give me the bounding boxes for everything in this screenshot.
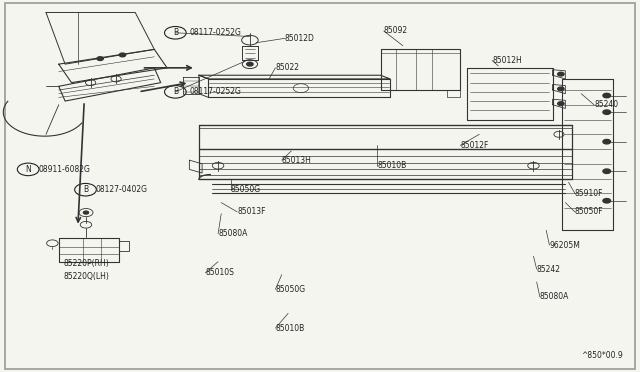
Text: 85910F: 85910F: [575, 189, 604, 198]
Text: 08117-0252G: 08117-0252G: [189, 28, 241, 37]
Text: 85013F: 85013F: [237, 207, 266, 217]
Text: B: B: [173, 87, 178, 96]
Text: 85010B: 85010B: [378, 161, 406, 170]
Circle shape: [557, 72, 564, 76]
Text: 85080A: 85080A: [540, 292, 569, 301]
Circle shape: [603, 169, 611, 173]
Text: 85050G: 85050G: [231, 185, 261, 194]
Circle shape: [83, 211, 88, 214]
Circle shape: [603, 93, 611, 98]
Text: N: N: [25, 165, 31, 174]
Text: 85012H: 85012H: [492, 56, 522, 65]
Circle shape: [119, 53, 125, 57]
Circle shape: [246, 62, 253, 66]
Text: B: B: [83, 185, 88, 194]
Circle shape: [557, 87, 564, 91]
Text: 85010S: 85010S: [205, 268, 234, 277]
Text: 08127-0402G: 08127-0402G: [96, 185, 148, 194]
Circle shape: [603, 199, 611, 203]
Text: 08117-0252G: 08117-0252G: [189, 87, 241, 96]
Text: 85010B: 85010B: [275, 324, 305, 333]
Text: ^850*00.9: ^850*00.9: [581, 350, 623, 359]
Text: 85050F: 85050F: [575, 207, 604, 217]
Text: 85022: 85022: [275, 63, 300, 72]
Circle shape: [603, 110, 611, 114]
Text: B: B: [173, 28, 178, 37]
Circle shape: [603, 140, 611, 144]
Text: 85092: 85092: [384, 26, 408, 35]
Circle shape: [557, 102, 564, 106]
Text: 96205M: 96205M: [549, 241, 580, 250]
Text: 85080A: 85080A: [218, 230, 248, 238]
Text: 85242: 85242: [537, 264, 561, 273]
Text: 85220Q(LH): 85220Q(LH): [64, 272, 109, 281]
Text: 85050G: 85050G: [275, 285, 305, 294]
Text: 85013H: 85013H: [282, 155, 312, 165]
Text: 85220P(RH): 85220P(RH): [64, 259, 109, 268]
Circle shape: [97, 57, 103, 61]
Text: 85012D: 85012D: [285, 34, 315, 43]
Text: 85240: 85240: [594, 100, 618, 109]
Text: 08911-6082G: 08911-6082G: [38, 165, 90, 174]
Text: 85012F: 85012F: [460, 141, 488, 150]
